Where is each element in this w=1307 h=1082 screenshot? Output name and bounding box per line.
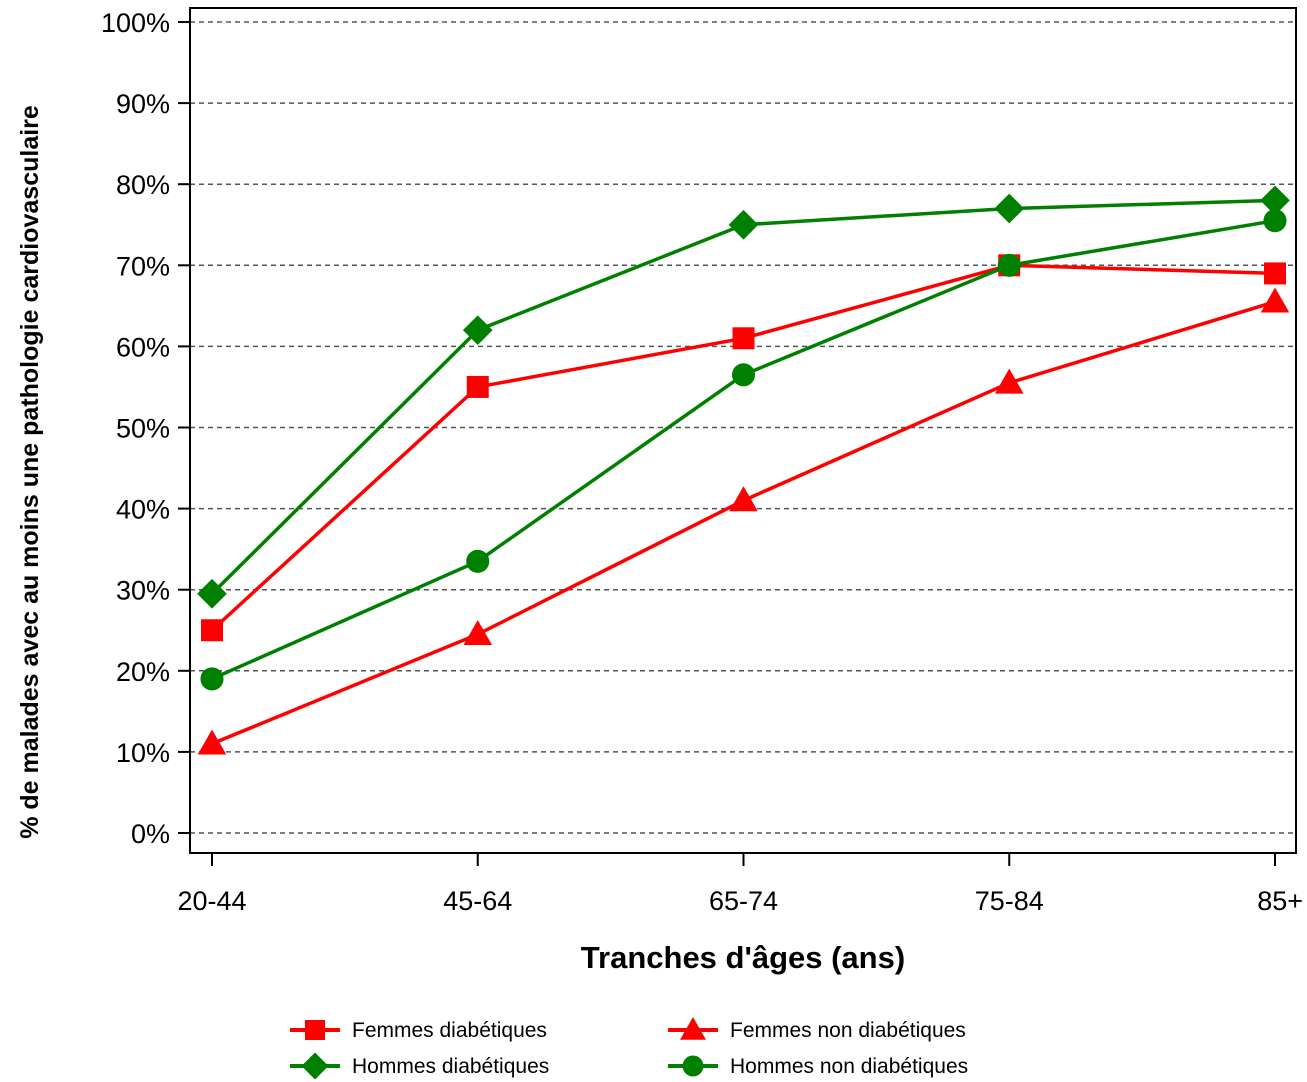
y-tick-label: 40%: [116, 495, 170, 525]
legend-label: Femmes non diabétiques: [730, 1019, 966, 1042]
y-tick-label: 50%: [116, 414, 170, 444]
x-axis-title: Tranches d'âges (ans): [581, 940, 905, 975]
legend-label: Femmes diabétiques: [352, 1019, 547, 1042]
legend-marker: [680, 1017, 706, 1040]
data-point: [994, 368, 1024, 394]
data-point: [466, 549, 490, 573]
axis-ticks: 0% 10% 20% 30% 40% 50% 60% 70% 80% 90% 100% 20-44 45…: [101, 8, 1303, 916]
data-point: [732, 327, 755, 350]
legend-marker: [305, 1020, 325, 1040]
data-point: [1263, 209, 1287, 233]
legend-item: Hommes diabétiques: [290, 1052, 549, 1080]
data-point: [197, 578, 227, 609]
series-line: [210, 198, 1276, 595]
data-point: [462, 315, 493, 346]
data-point: [463, 620, 493, 646]
legend-label: Hommes non diabétiques: [730, 1055, 968, 1078]
data-point: [728, 209, 759, 240]
y-tick-label: 0%: [131, 819, 170, 849]
y-tick-label: 70%: [116, 251, 170, 281]
y-tick-label: 90%: [116, 89, 170, 119]
data-point: [731, 363, 756, 387]
legend-label: Hommes diabétiques: [352, 1055, 549, 1078]
series-3: [197, 287, 1290, 755]
x-tick-label: 45-64: [443, 886, 512, 916]
series-1: [201, 254, 1286, 642]
series-group: [197, 185, 1290, 755]
y-axis-title: % de malades avec au moins une pathologi…: [16, 105, 44, 839]
data-point: [197, 729, 227, 755]
data-point: [1260, 185, 1290, 216]
legend-item: Femmes diabétiques: [290, 1019, 547, 1042]
data-point: [201, 619, 223, 642]
data-point: [729, 486, 758, 512]
legend: Femmes diabétiques Femmes non diabétiques…: [290, 1017, 968, 1080]
series-4: [200, 209, 1287, 691]
data-point: [1260, 287, 1290, 313]
x-tick-label: 65-74: [709, 886, 778, 916]
data-point: [997, 253, 1021, 277]
y-tick-label: 80%: [116, 170, 170, 200]
y-tick-label: 10%: [116, 738, 170, 768]
y-tick-label: 100%: [101, 8, 170, 38]
series-line: [211, 218, 1276, 681]
legend-item: Femmes non diabétiques: [668, 1017, 966, 1042]
legend-marker: [301, 1052, 329, 1080]
legend-item: Hommes non diabétiques: [668, 1055, 968, 1078]
plot-frame: [189, 7, 1297, 854]
legend-marker: [682, 1055, 704, 1077]
series-line: [210, 263, 1276, 632]
data-point: [1264, 262, 1286, 285]
data-point: [994, 193, 1025, 224]
y-tick-label: 60%: [116, 332, 170, 362]
data-point: [200, 667, 224, 691]
grid-lines: [190, 21, 1296, 834]
x-tick-label: 75-84: [975, 886, 1044, 916]
x-tick-label: 20-44: [177, 886, 246, 916]
x-tick-label: 85+: [1257, 886, 1303, 916]
y-tick-label: 20%: [116, 657, 170, 687]
data-point: [466, 375, 489, 398]
series-2: [197, 185, 1290, 609]
y-tick-label: 30%: [116, 576, 170, 606]
